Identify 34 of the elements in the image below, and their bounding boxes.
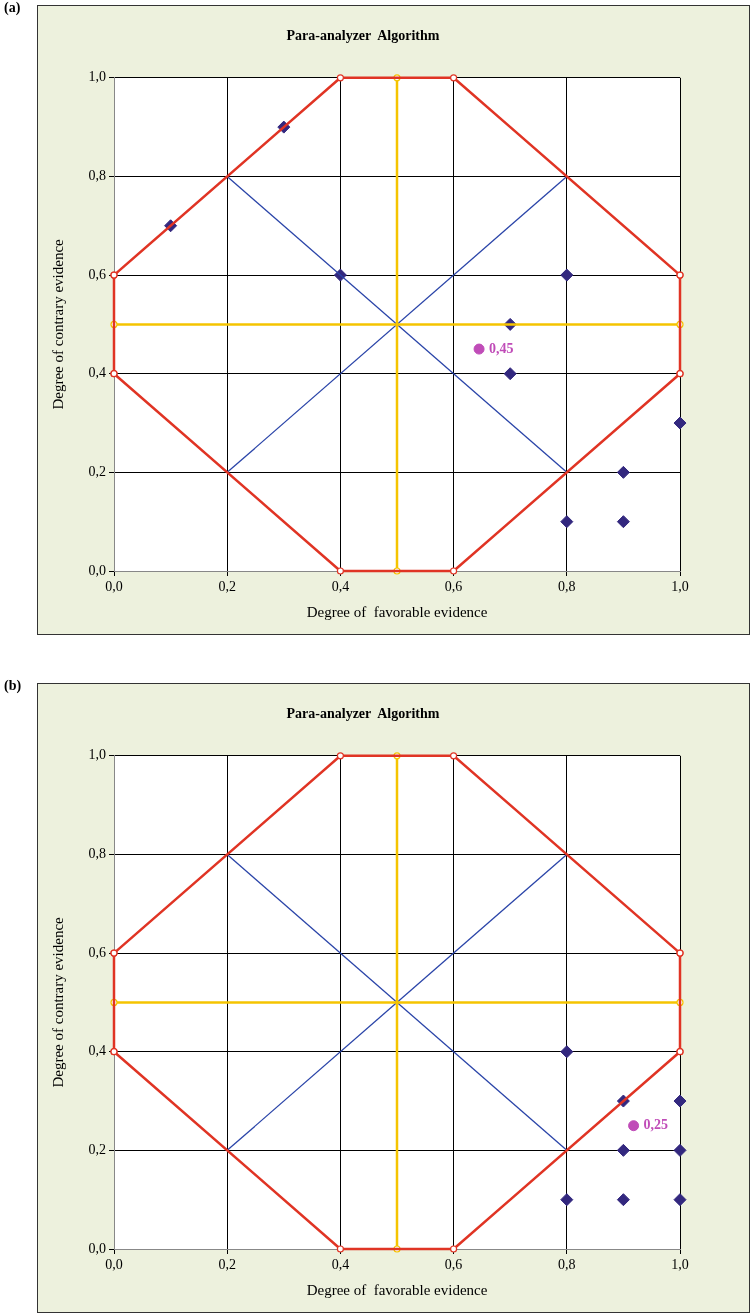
y-axis-title: Degree of contrary evidence (49, 916, 66, 1088)
y-tick-label: 0,6 (88, 266, 106, 282)
y-axis-title: Degree of contrary evidence (49, 238, 66, 410)
y-tick-label: 1,0 (88, 747, 106, 763)
x-tick-label: 0,8 (558, 579, 576, 595)
x-tick-label: 0,8 (558, 1257, 576, 1273)
y-tick-label: 0,2 (88, 464, 106, 480)
x-tick-label: 1,0 (671, 579, 689, 595)
y-tick-label: 0,8 (88, 168, 106, 184)
x-tick-label: 0,0 (105, 579, 123, 595)
y-tick-label: 0,0 (88, 1240, 106, 1256)
y-tick-label: 0,4 (88, 365, 106, 381)
data-label: 0,45 (489, 340, 514, 356)
y-tick-label: 1,0 (88, 69, 106, 85)
chart-title: Para-analyzer Algorithm (286, 706, 440, 722)
data-label: 0,25 (643, 1117, 669, 1133)
x-tick-label: 0,6 (444, 1257, 463, 1273)
x-tick-label: 0,2 (218, 579, 236, 595)
y-tick-label: 0,8 (88, 846, 106, 862)
x-tick-label: 0,6 (444, 579, 463, 595)
x-tick-label: 0,0 (105, 1257, 123, 1273)
y-tick-label: 0,4 (88, 1043, 106, 1059)
chart-title: Para-analyzer Algorithm (286, 28, 440, 44)
y-tick-label: 0,6 (88, 944, 106, 960)
text: (a) (4, 0, 21, 16)
x-tick-label: 0,2 (218, 1257, 236, 1273)
x-tick-label: 0,4 (331, 579, 350, 595)
text: (b) (4, 678, 22, 694)
x-tick-label: 1,0 (671, 1257, 689, 1273)
x-tick-label: 0,4 (331, 1257, 350, 1273)
y-tick-label: 0,0 (88, 562, 106, 578)
y-tick-label: 0,2 (88, 1142, 106, 1158)
x-axis-title: Degree of favorable evidence (306, 1281, 488, 1298)
x-axis-title: Degree of favorable evidence (306, 603, 488, 620)
